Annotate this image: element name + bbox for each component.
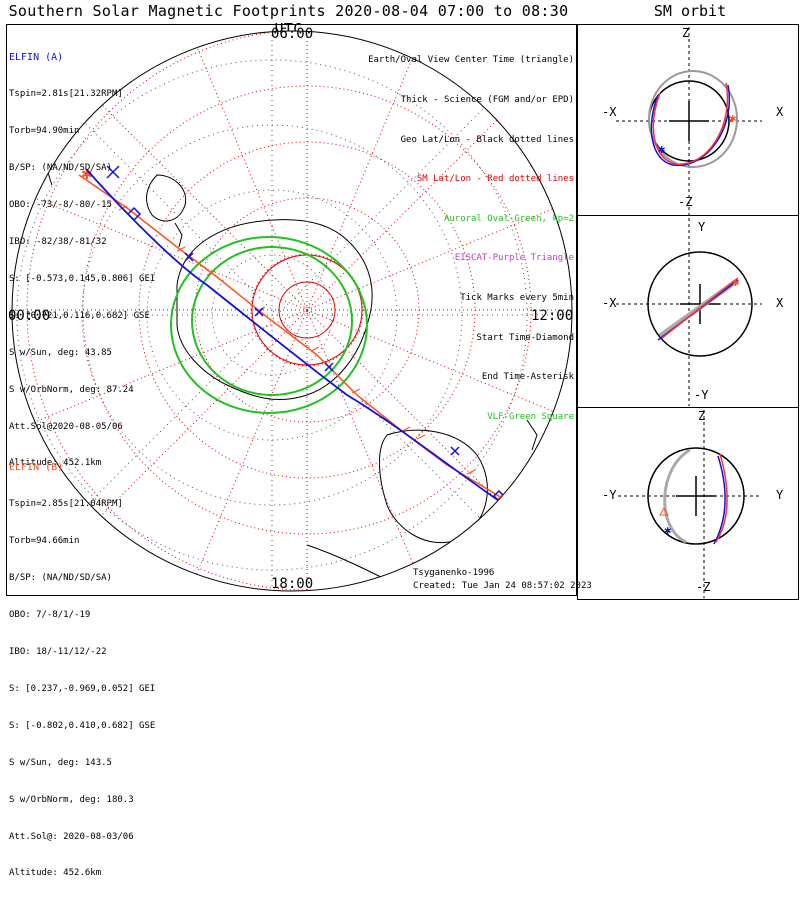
probe-b-line: Torb=94.66min <box>9 536 80 547</box>
footprint-map-panel: ✱ 06:00 18:00 00:00 12:00 ELFIN (A) Tspi… <box>6 24 592 878</box>
probe-a-line: Tspin=2.81s[21.32RPM] <box>9 89 123 100</box>
probe-a-line: S: [0.721,0.116,0.682] GSE <box>9 310 150 321</box>
legend-item: EISCAT-Purple Triangle <box>454 253 574 264</box>
orbit-panel-xy: ✱ Y -Y -X X <box>577 215 799 408</box>
legend-item: Thick - Science (FGM and/or EPD) <box>400 95 574 106</box>
svg-text:✱: ✱ <box>664 523 671 537</box>
svg-text:✱: ✱ <box>732 275 739 289</box>
svg-text:✱: ✱ <box>658 142 665 156</box>
sm-orbit-title: SM orbit <box>653 2 727 20</box>
orbit-xy-top-label: Y <box>698 220 706 234</box>
credit-author: Tsyganenko-1996 <box>413 568 495 578</box>
probe-b-name: ELFIN (B) <box>9 461 64 473</box>
probe-a-start-diamond <box>126 206 142 222</box>
legend-item: Tick Marks every 5min <box>460 293 574 304</box>
auroral-oval-outer <box>170 236 368 414</box>
probe-b-line: Att.Sol@: 2020-08-03/06 <box>9 831 134 842</box>
legend-item: SM Lat/Lon - Red dotted lines <box>416 174 574 185</box>
svg-text:✱: ✱ <box>729 111 736 125</box>
legend: Earth/Oval View Center Time (triangle) T… <box>368 28 574 451</box>
probe-b-line: B/SP: (NA/ND/SD/SA) <box>9 573 112 584</box>
probe-a-crosses <box>106 165 460 456</box>
orbit-xz-bottom-label: -Z <box>678 195 693 209</box>
orbit-xy-right-label: X <box>776 296 784 310</box>
legend-item: Auroral Oval-Green, kp=2 <box>443 213 574 224</box>
probe-b-line: S w/OrbNorm, deg: 180.3 <box>9 794 134 805</box>
probe-b-end-asterisk: ✱ <box>81 167 93 183</box>
probe-a-line: S w/Sun, deg: 43.85 <box>9 347 112 358</box>
probe-b-line: S: [0.237,-0.969,0.052] GEI <box>9 683 156 694</box>
orbit-xz-right-label: X <box>776 105 784 119</box>
orbit-plot-xy: ✱ <box>616 218 762 406</box>
footprint-map: ✱ <box>11 30 573 592</box>
probe-b-line: S w/Sun, deg: 143.5 <box>9 757 112 768</box>
probe-a-line: B/SP: (NA/ND/SD/SA) <box>9 163 112 174</box>
orbit-xz-top-label: Z <box>682 26 690 40</box>
orbit-panel-xz: ✱ ✱ Z -Z -X X <box>577 24 799 216</box>
probe-a-line: Torb=94.90min <box>9 126 80 137</box>
probe-b-line: Altitude: 452.6km <box>9 868 102 879</box>
legend-item: Start Time-Diamond <box>476 332 574 343</box>
probe-b-line: S: [-0.802,0.410,0.682] GSE <box>9 720 156 731</box>
orbit-xz-left-label: -X <box>602 105 617 119</box>
probe-a-line: S: [-0.573,0.145,0.806] GEI <box>9 273 156 284</box>
legend-item: Geo Lat/Lon - Black dotted lines <box>400 134 574 145</box>
orbit-plot-xz: ✱ ✱ <box>616 27 762 215</box>
legend-item: End Time-Asterisk <box>481 372 574 383</box>
sm-inner-ring <box>278 281 336 339</box>
orbit-xy-left-label: -X <box>602 296 617 310</box>
credit-created: Created: Tue Jan 24 08:57:02 2023 <box>413 581 592 591</box>
globe-outline <box>11 30 573 592</box>
probe-a-line: Att.Sol@2020-08-05/06 <box>9 421 123 432</box>
clock-label-left: 00:00 <box>8 308 51 324</box>
geo-grid <box>12 31 572 591</box>
sm-grid <box>12 31 572 591</box>
probe-a-name: ELFIN (A) <box>9 51 64 63</box>
probe-a-line: S w/OrbNorm, deg: 87.24 <box>9 384 134 395</box>
probe-a-line: IBO: -82/38/-81/32 <box>9 237 107 248</box>
legend-item: Earth/Oval View Center Time (triangle) <box>368 55 574 66</box>
probe-a-info: ELFIN (A) Tspin=2.81s[21.32RPM] Torb=94.… <box>9 27 155 494</box>
legend-item: VLF-Green Square <box>487 411 574 422</box>
orbit-yz-left-label: -Y <box>602 488 617 502</box>
probe-a-track <box>86 169 503 504</box>
probe-a-line: Altitude: 452.1km <box>9 458 102 469</box>
probe-b-line: Tspin=2.85s[21.04RPM] <box>9 499 123 510</box>
orbit-panel-yz: ✱ Z -Z -Y Y <box>577 407 799 600</box>
probe-b-line: OBO: 7/-8/1/-19 <box>9 610 91 621</box>
clock-label-right: 12:00 <box>531 308 574 324</box>
probe-b-info: ELFIN (B) Tspin=2.85s[21.04RPM] Torb=94.… <box>9 437 155 904</box>
orbit-plot-yz: ✱ <box>618 410 762 598</box>
orbit-yz-bottom-label: -Z <box>696 580 711 594</box>
orbit-xy-bottom-label: -Y <box>694 388 709 402</box>
south-america-landmass <box>146 174 187 248</box>
clock-label-top: 06:00 <box>271 26 314 42</box>
probe-a-line: OBO: -73/-8/-80/-15 <box>9 200 112 211</box>
orbit-yz-right-label: Y <box>776 488 784 502</box>
clock-label-bottom: 18:00 <box>271 576 314 592</box>
orbit-yz-top-label: Z <box>698 409 706 423</box>
probe-b-line: IBO: 18/-11/12/-22 <box>9 647 107 658</box>
auroral-oval-inner <box>191 246 353 396</box>
